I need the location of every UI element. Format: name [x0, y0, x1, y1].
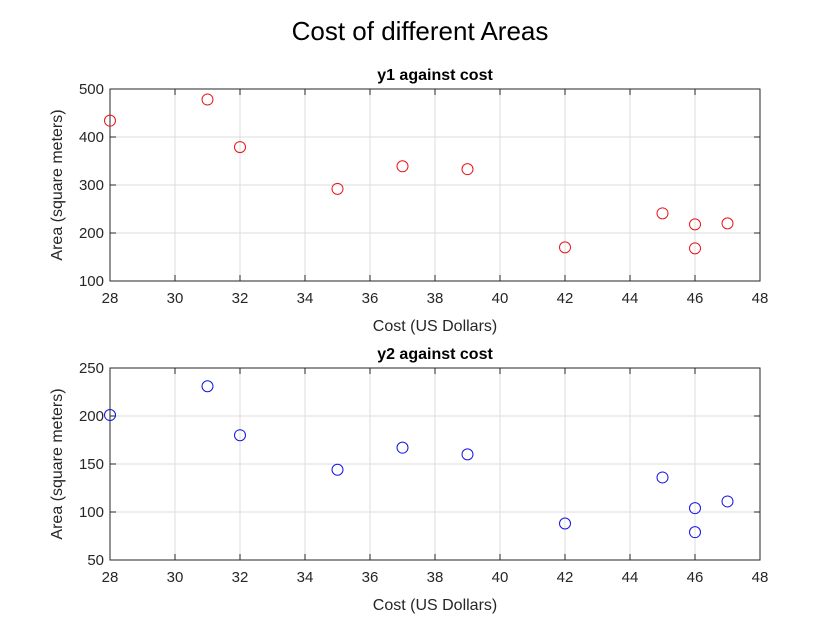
data-point [689, 502, 701, 515]
data-point [104, 409, 116, 422]
x-tick-label: 46 [687, 569, 704, 586]
data-point [721, 217, 734, 230]
x-tick-label: 30 [167, 569, 184, 586]
x-axis-label: Cost (US Dollars) [373, 597, 497, 614]
data-point [331, 463, 344, 476]
x-tick-labels: 28 30 32 34 36 38 40 42 44 46 48 [102, 290, 769, 307]
subplot-y1: y1 against cost 28 30 32 34 36 38 40 42 44 46 48 1… [49, 67, 768, 335]
x-axis-label: Cost (US Dollars) [373, 318, 497, 335]
y-tick-label: 150 [79, 456, 104, 473]
y-axis-label: Area (square meters) [49, 109, 66, 260]
data-point [559, 517, 571, 530]
x-tick-label: 46 [687, 290, 704, 307]
data-point [234, 141, 246, 154]
data-point [461, 448, 474, 461]
data-point [559, 241, 571, 254]
x-tick-label: 42 [557, 569, 574, 586]
y-tick-label: 500 [79, 81, 104, 98]
x-tick-label: 28 [102, 569, 119, 586]
x-tick-label: 42 [557, 290, 574, 307]
x-tick-label: 48 [752, 290, 769, 307]
data-point [689, 526, 701, 539]
data-point [656, 207, 669, 220]
subplot-y2: y2 against cost 28 30 32 34 36 38 40 42 44 46 48 5… [49, 346, 768, 614]
y-tick-label: 400 [79, 129, 104, 146]
x-tick-label: 28 [102, 290, 119, 307]
y-tick-label: 300 [79, 177, 104, 194]
x-tick-label: 40 [492, 569, 509, 586]
data-point [396, 160, 409, 173]
data-point [331, 182, 344, 195]
y-tick-label: 100 [79, 273, 104, 290]
x-tick-label: 30 [167, 290, 184, 307]
y-tick-label: 100 [79, 504, 104, 521]
x-tick-label: 34 [297, 290, 314, 307]
data-point [201, 380, 214, 393]
data-points [104, 380, 734, 539]
x-tick-label: 38 [427, 290, 444, 307]
data-points [104, 93, 734, 255]
y-tick-label: 250 [79, 360, 104, 377]
x-tick-label: 44 [622, 290, 639, 307]
subplot-title: y1 against cost [377, 67, 493, 84]
x-tick-label: 38 [427, 569, 444, 586]
x-tick-label: 48 [752, 569, 769, 586]
x-tick-label: 32 [232, 290, 249, 307]
x-tick-label: 36 [362, 569, 379, 586]
x-tick-label: 44 [622, 569, 639, 586]
data-point [396, 441, 409, 454]
y-tick-labels: 50 100 150 200 250 [79, 360, 104, 569]
data-point [689, 242, 701, 255]
axes-frame [109, 88, 761, 282]
data-point [201, 93, 214, 106]
y-tick-labels: 100 200 300 400 500 [79, 81, 104, 290]
y-tick-label: 200 [79, 225, 104, 242]
y-tick-label: 200 [79, 408, 104, 425]
data-point [656, 471, 669, 484]
y-tick-label: 50 [87, 552, 104, 569]
data-point [721, 495, 734, 508]
data-point [689, 218, 701, 231]
x-tick-labels: 28 30 32 34 36 38 40 42 44 46 48 [102, 569, 769, 586]
subplot-title: y2 against cost [377, 346, 493, 363]
data-point [234, 429, 246, 442]
x-tick-label: 34 [297, 569, 314, 586]
axes-frame [109, 367, 761, 561]
x-tick-label: 40 [492, 290, 509, 307]
y-axis-label: Area (square meters) [49, 388, 66, 539]
data-point [104, 114, 116, 127]
data-point [461, 163, 474, 176]
x-tick-label: 32 [232, 569, 249, 586]
x-tick-label: 36 [362, 290, 379, 307]
figure-title: Cost of different Areas [292, 16, 549, 46]
